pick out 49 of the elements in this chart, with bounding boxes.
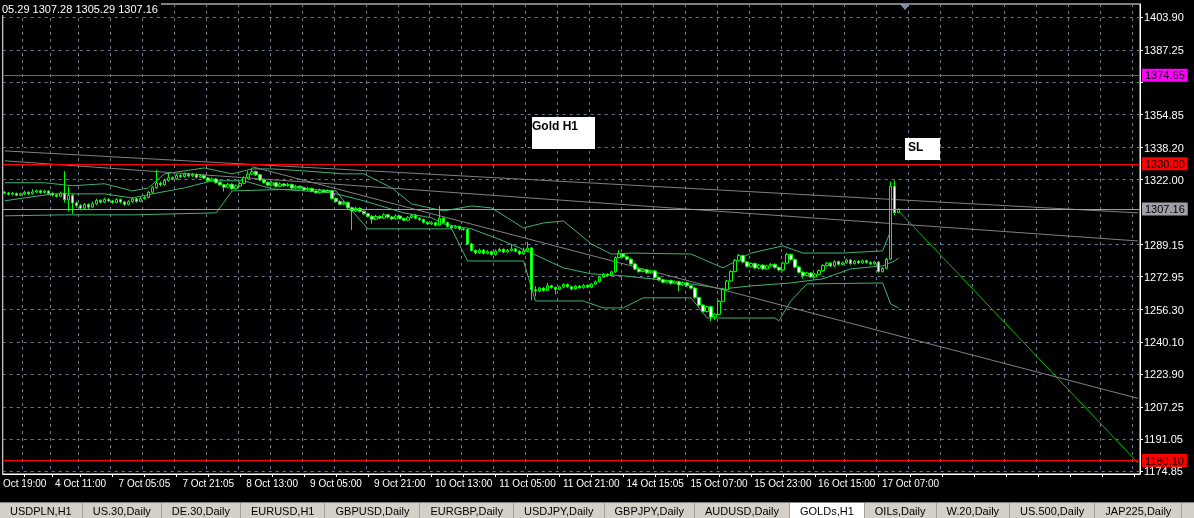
x-tick-label: 7 Oct 21:05 xyxy=(182,477,235,489)
text: EURGBP,Daily xyxy=(420,503,514,518)
x-tick-label: 15 Oct 23:00 xyxy=(754,477,812,489)
x-tick-label: 11 Oct 05:00 xyxy=(499,477,557,489)
y-tick-label: 1191.05 xyxy=(1144,432,1183,445)
text: AUDUSD,Daily xyxy=(695,503,790,518)
ref-line-label: 1374.65 xyxy=(1145,69,1185,82)
ref-line-label: 1307.16 xyxy=(1145,202,1185,215)
x-tick-label: 9 Oct 05:00 xyxy=(310,477,363,489)
x-tick-label: 15 Oct 07:00 xyxy=(690,477,749,489)
text: OILs,Daily xyxy=(864,503,937,518)
text: GBPUSD,Daily xyxy=(325,503,421,518)
text: US.500,Daily xyxy=(1010,503,1096,518)
text: USDJPY,Daily xyxy=(514,503,605,518)
text: GOLDs,H1 xyxy=(789,503,865,518)
y-tick-label: 1354.85 xyxy=(1144,108,1184,121)
x-tick-label: 8 Oct 13:00 xyxy=(246,477,299,489)
x-tick-label: Oct 19:00 xyxy=(3,477,47,489)
annotation: SL xyxy=(905,138,940,160)
x-tick-label: 7 Oct 05:05 xyxy=(118,477,171,489)
text: USDPLN,H1 xyxy=(0,503,83,518)
text: JAP225,Daily xyxy=(1095,503,1183,518)
y-tick-label: 1240.10 xyxy=(1144,335,1184,348)
annotation: 05.29 1307.28 1305.29 1307.16 xyxy=(2,3,161,15)
x-tick-label: 9 Oct 21:00 xyxy=(373,477,427,489)
y-tick-label: 1207.25 xyxy=(1144,400,1184,413)
y-tick-label: 1256.30 xyxy=(1144,303,1184,316)
y-tick-label: 1289.15 xyxy=(1144,238,1184,251)
x-tick-label: 4 Oct 11:00 xyxy=(55,477,107,489)
y-tick-label: 1174.85 xyxy=(1144,464,1183,477)
annotation: Gold H1 xyxy=(532,117,595,149)
y-tick-label: 1272.95 xyxy=(1144,270,1184,283)
text: US.30,Daily xyxy=(82,503,162,518)
y-tick-label: 1387.25 xyxy=(1144,44,1184,57)
x-tick-label: 16 Oct 15:00 xyxy=(818,477,876,489)
text: EURUSD,H1 xyxy=(240,503,326,518)
x-tick-label: 17 Oct 07:00 xyxy=(881,477,940,489)
x-tick-label: 10 Oct 13:00 xyxy=(434,477,493,489)
y-tick-label: 1403.90 xyxy=(1144,11,1184,24)
y-tick-label: 1322.00 xyxy=(1144,173,1184,186)
y-tick-label: 1338.20 xyxy=(1144,141,1184,154)
text: DE.30,Daily xyxy=(161,503,241,518)
x-tick-label: 11 Oct 21:00 xyxy=(563,477,621,489)
ref-line-label: 1180.10 xyxy=(1145,454,1184,467)
x-tick-label: 14 Oct 15:05 xyxy=(626,477,685,489)
ref-line-label: 1330.00 xyxy=(1145,157,1185,170)
text: W.20,Daily xyxy=(936,503,1011,518)
y-tick-label: 1223.90 xyxy=(1144,367,1184,380)
text: GBPJPY,Daily xyxy=(604,503,695,518)
